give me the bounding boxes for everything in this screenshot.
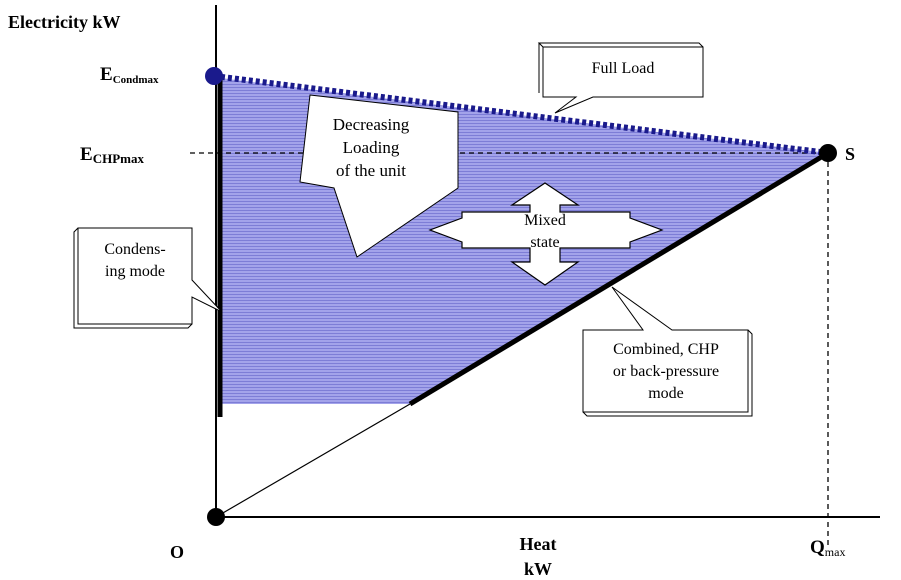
mixed-state-arrow [428,182,664,286]
decreasing-callout [299,94,459,258]
e-chpmax-label: ECHPmax [80,144,144,166]
combined-line-3: mode [648,385,684,402]
condensing-line-2: ing mode [105,263,165,280]
x-axis-label-line-2: kW [524,559,552,579]
qmax-label: Qmax [810,537,845,559]
mixed-state-line-2: state [530,234,559,251]
y-axis-label: Electricity kW [8,12,120,32]
back-pressure-line [408,150,830,407]
decreasing-line-3: of the unit [336,161,406,180]
combined-line-2: or back-pressure [613,363,719,380]
condensing-callout: Condens- ing mode [73,227,223,329]
origin-label: O [170,542,184,562]
decreasing-line-2: Loading [343,138,400,157]
combined-line-1: Combined, CHP [613,341,719,358]
full-load-line [213,73,829,156]
mixed-state-line-1: Mixed [524,212,566,229]
x-axis-label-line-1: Heat [520,534,557,554]
top-point [205,67,223,85]
combined-callout: Combined, CHP or back-pressure mode [582,286,753,417]
full-load-callout: Full Load [537,42,704,114]
decreasing-line-1: Decreasing [333,115,410,134]
origin-thin-line [215,403,411,518]
full-load-label: Full Load [592,60,655,77]
origin-point [207,508,225,526]
s-label: S [845,144,855,164]
condensing-line-1: Condens- [104,241,165,258]
e-condmax-label: ECondmax [100,64,159,86]
s-point [819,144,837,162]
